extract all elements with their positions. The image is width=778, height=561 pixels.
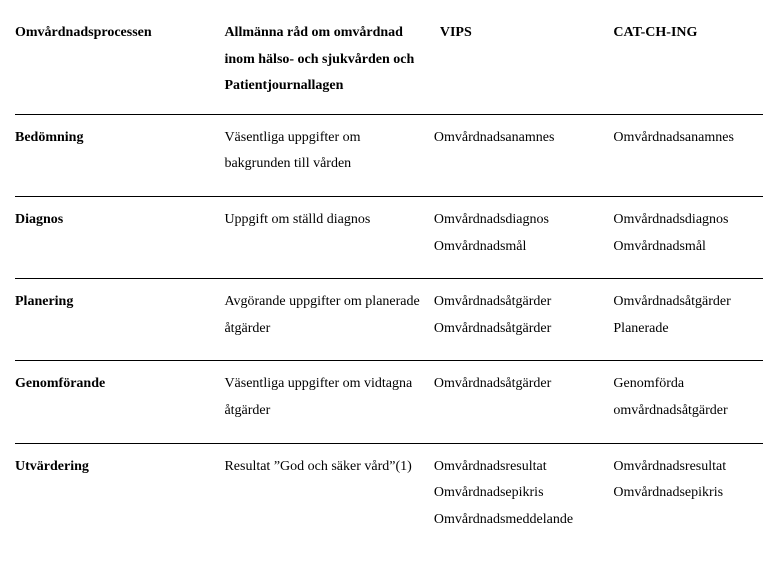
col-header-catching: CAT-CH-ING xyxy=(613,10,763,114)
table-row: Planering Avgörande uppgifter om planera… xyxy=(15,279,763,361)
cell: Uppgift om ställd diagnos xyxy=(224,196,433,278)
table-row: Bedömning Väsentliga uppgifter om bakgru… xyxy=(15,114,763,196)
table-row: Diagnos Uppgift om ställd diagnos Omvård… xyxy=(15,196,763,278)
row-label: Diagnos xyxy=(15,196,224,278)
table-body: Bedömning Väsentliga uppgifter om bakgru… xyxy=(15,114,763,551)
cell: Omvårdnadsanamnes xyxy=(434,114,614,196)
col-header-vips: VIPS xyxy=(434,10,614,114)
cell: Omvårdnadsanamnes xyxy=(613,114,763,196)
col-header-process: Omvårdnadsprocessen xyxy=(15,10,224,114)
cell: OmvårdnadsåtgärderOmvårdnadsåtgärder xyxy=(434,279,614,361)
row-label: Genomförande xyxy=(15,361,224,443)
nursing-process-table: Omvårdnadsprocessen Allmänna råd om omvå… xyxy=(15,10,763,551)
cell: Resultat ”God och säker vård”(1) xyxy=(224,443,433,551)
cell: OmvårdnadsdiagnosOmvårdnadsmål xyxy=(613,196,763,278)
cell: OmvårdnadsresultatOmvårdnadsepikris xyxy=(613,443,763,551)
row-label: Planering xyxy=(15,279,224,361)
cell: Väsentliga uppgifter om bakgrunden till … xyxy=(224,114,433,196)
cell: Genomförda omvårdnadsåtgärder xyxy=(613,361,763,443)
table-row: Genomförande Väsentliga uppgifter om vid… xyxy=(15,361,763,443)
table-header-row: Omvårdnadsprocessen Allmänna råd om omvå… xyxy=(15,10,763,114)
cell: Avgörande uppgifter om planerade åtgärde… xyxy=(224,279,433,361)
col-header-general: Allmänna råd om omvårdnad inom hälso- oc… xyxy=(224,10,433,114)
cell: Omvårdnadsåtgärder xyxy=(434,361,614,443)
row-label: Utvärdering xyxy=(15,443,224,551)
row-label: Bedömning xyxy=(15,114,224,196)
cell: OmvårdnadsåtgärderPlanerade xyxy=(613,279,763,361)
cell: OmvårdnadsresultatOmvårdnadsepikrisOmvår… xyxy=(434,443,614,551)
cell: Väsentliga uppgifter om vidtagna åtgärde… xyxy=(224,361,433,443)
table-row: Utvärdering Resultat ”God och säker vård… xyxy=(15,443,763,551)
cell: OmvårdnadsdiagnosOmvårdnadsmål xyxy=(434,196,614,278)
